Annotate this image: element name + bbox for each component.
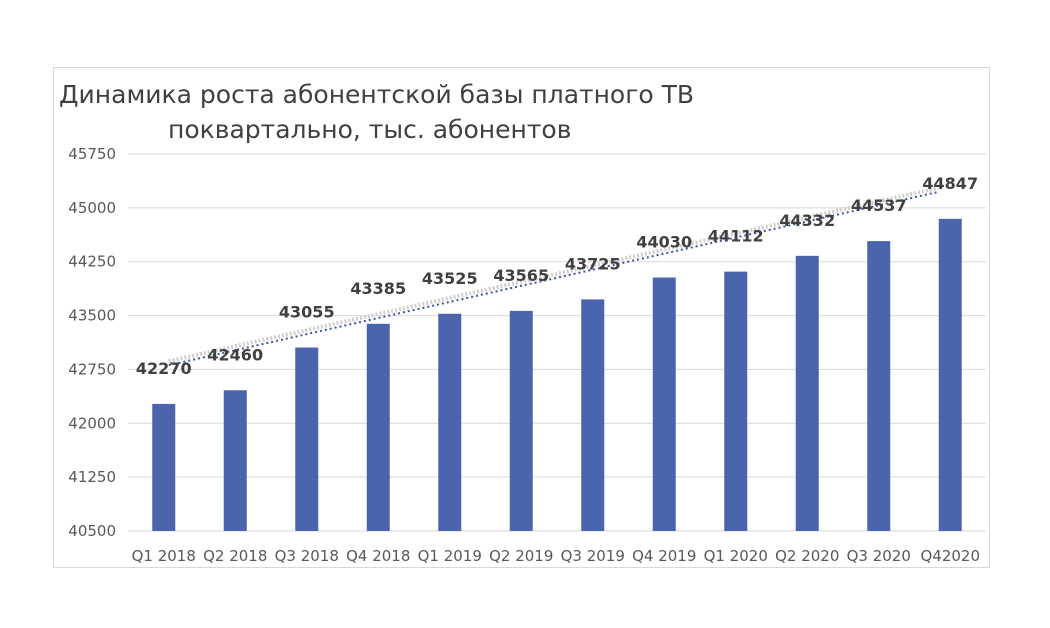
bar	[509, 310, 533, 531]
x-axis-ticks: Q1 2018 Q2 2018 Q3 2018 Q4 2018 Q1 2019 Q2 20…	[132, 547, 980, 565]
bar	[724, 271, 748, 531]
x-tick-label: Q4 2019	[632, 547, 696, 565]
x-tick-label: Q2 2019	[489, 547, 553, 565]
trendlines	[168, 185, 939, 367]
x-tick-label: Q4 2018	[346, 547, 410, 565]
y-tick-label: 44250	[68, 253, 116, 271]
data-label: 44847	[922, 174, 978, 193]
chart-title-line-2: поквартально, тыс. абонентов	[168, 115, 572, 144]
bar	[867, 241, 891, 531]
bars	[152, 218, 962, 531]
chart-title-line-1: Динамика роста абонентской базы платного…	[59, 80, 695, 109]
x-tick-label: Q1 2018	[132, 547, 196, 565]
bar	[795, 255, 819, 531]
data-label: 43565	[493, 266, 549, 285]
y-tick-label: 45000	[68, 199, 116, 217]
bar	[438, 313, 462, 531]
y-tick-label: 40500	[68, 522, 116, 540]
data-label: 43385	[350, 279, 406, 298]
x-tick-label: Q2 2020	[775, 547, 839, 565]
bar	[581, 299, 605, 531]
bar	[152, 403, 176, 531]
bar	[652, 277, 676, 531]
trendline-dark	[168, 190, 939, 367]
y-tick-label: 42750	[68, 360, 116, 378]
data-label: 43725	[565, 254, 621, 273]
x-tick-label: Q1 2019	[418, 547, 482, 565]
y-tick-label: 43500	[68, 307, 116, 325]
y-tick-label: 42000	[68, 414, 116, 432]
data-label: 44332	[779, 211, 835, 230]
bar	[366, 323, 390, 531]
gridlines	[128, 153, 986, 532]
y-tick-label: 41250	[68, 468, 116, 486]
data-label: 43055	[279, 303, 335, 322]
data-label: 42270	[136, 359, 192, 378]
x-tick-label: Q3 2018	[275, 547, 339, 565]
data-label: 44537	[851, 196, 907, 215]
y-axis-ticks: 40500 41250 42000 42750 43500 44250 45000 45750	[68, 145, 116, 540]
x-tick-label: Q3 2020	[847, 547, 911, 565]
data-label: 44030	[636, 233, 692, 252]
data-labels: 42270 42460 43055 43385 43525 43565 43725 44030…	[136, 174, 978, 378]
bar	[938, 218, 962, 531]
y-tick-label: 45750	[68, 145, 116, 163]
bar	[295, 347, 319, 531]
data-label: 44112	[708, 227, 764, 246]
trendline-light	[168, 185, 939, 364]
x-tick-label: Q42020	[920, 547, 980, 565]
x-tick-label: Q1 2020	[704, 547, 768, 565]
x-tick-label: Q2 2018	[203, 547, 267, 565]
bar	[223, 390, 247, 531]
data-label: 43525	[422, 269, 478, 288]
data-label: 42460	[207, 345, 263, 364]
x-tick-label: Q3 2019	[561, 547, 625, 565]
